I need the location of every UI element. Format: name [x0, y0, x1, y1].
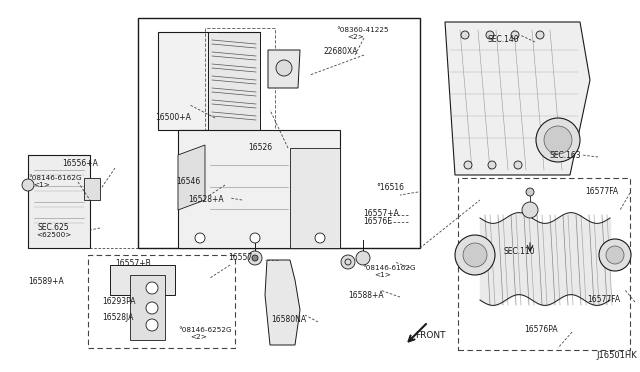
Ellipse shape — [463, 243, 487, 267]
Text: 16557: 16557 — [228, 253, 252, 263]
Text: 16576PA: 16576PA — [524, 326, 557, 334]
Ellipse shape — [146, 282, 158, 294]
Text: °08146-6252G: °08146-6252G — [178, 327, 232, 333]
Text: 16293PA: 16293PA — [102, 298, 136, 307]
Ellipse shape — [276, 60, 292, 76]
Text: 16556+A: 16556+A — [62, 158, 98, 167]
Text: SEC.625: SEC.625 — [38, 224, 70, 232]
Text: °08146-6162G: °08146-6162G — [28, 175, 82, 181]
Polygon shape — [290, 148, 340, 248]
Text: SEC.140: SEC.140 — [488, 35, 520, 45]
Text: 16528JA: 16528JA — [102, 314, 133, 323]
Text: 16526: 16526 — [248, 144, 272, 153]
Ellipse shape — [22, 179, 34, 191]
Text: 16528+A: 16528+A — [188, 196, 223, 205]
Text: 16500+A: 16500+A — [155, 113, 191, 122]
Ellipse shape — [536, 118, 580, 162]
Ellipse shape — [522, 202, 538, 218]
Text: <2>: <2> — [347, 34, 364, 40]
Polygon shape — [268, 50, 300, 88]
Ellipse shape — [315, 233, 325, 243]
Ellipse shape — [341, 255, 355, 269]
Text: FRONT: FRONT — [415, 331, 445, 340]
Text: 16577FA: 16577FA — [585, 187, 618, 196]
Ellipse shape — [146, 319, 158, 331]
Text: 16580NA: 16580NA — [271, 315, 306, 324]
Polygon shape — [130, 275, 165, 340]
Text: °08360-41225: °08360-41225 — [336, 27, 388, 33]
Text: 16577FA: 16577FA — [587, 295, 620, 305]
Ellipse shape — [248, 251, 262, 265]
Text: °16516: °16516 — [376, 183, 404, 192]
Text: J16501HK: J16501HK — [596, 352, 637, 360]
Ellipse shape — [455, 235, 495, 275]
Text: °08146-6162G: °08146-6162G — [362, 265, 415, 271]
Ellipse shape — [526, 188, 534, 196]
Text: SEC.163: SEC.163 — [549, 151, 580, 160]
Text: <2>: <2> — [190, 334, 207, 340]
Ellipse shape — [250, 233, 260, 243]
Ellipse shape — [195, 233, 205, 243]
Ellipse shape — [511, 31, 519, 39]
Text: <1>: <1> — [33, 182, 50, 188]
Polygon shape — [178, 145, 205, 210]
Text: 22680XA: 22680XA — [323, 48, 358, 57]
Text: <62500>: <62500> — [36, 232, 72, 238]
Ellipse shape — [486, 31, 494, 39]
Polygon shape — [265, 260, 300, 345]
Polygon shape — [28, 155, 90, 248]
Text: 16589+A: 16589+A — [28, 276, 64, 285]
Polygon shape — [178, 130, 340, 248]
Ellipse shape — [464, 161, 472, 169]
Ellipse shape — [488, 161, 496, 169]
Ellipse shape — [599, 239, 631, 271]
Ellipse shape — [606, 246, 624, 264]
Text: 16557+A: 16557+A — [363, 208, 399, 218]
Polygon shape — [445, 22, 590, 175]
Text: 16546: 16546 — [176, 177, 200, 186]
Polygon shape — [208, 32, 260, 130]
Ellipse shape — [536, 31, 544, 39]
Polygon shape — [110, 265, 175, 295]
Ellipse shape — [356, 251, 370, 265]
Ellipse shape — [252, 255, 258, 261]
Text: 16588+A: 16588+A — [348, 291, 383, 299]
Text: SEC.110: SEC.110 — [503, 247, 534, 257]
Text: <1>: <1> — [374, 272, 391, 278]
Polygon shape — [84, 178, 100, 200]
Ellipse shape — [544, 126, 572, 154]
Ellipse shape — [146, 302, 158, 314]
Ellipse shape — [461, 31, 469, 39]
Text: 16576E: 16576E — [363, 218, 392, 227]
Ellipse shape — [514, 161, 522, 169]
Text: 16557+B: 16557+B — [115, 259, 151, 267]
Polygon shape — [158, 32, 218, 130]
